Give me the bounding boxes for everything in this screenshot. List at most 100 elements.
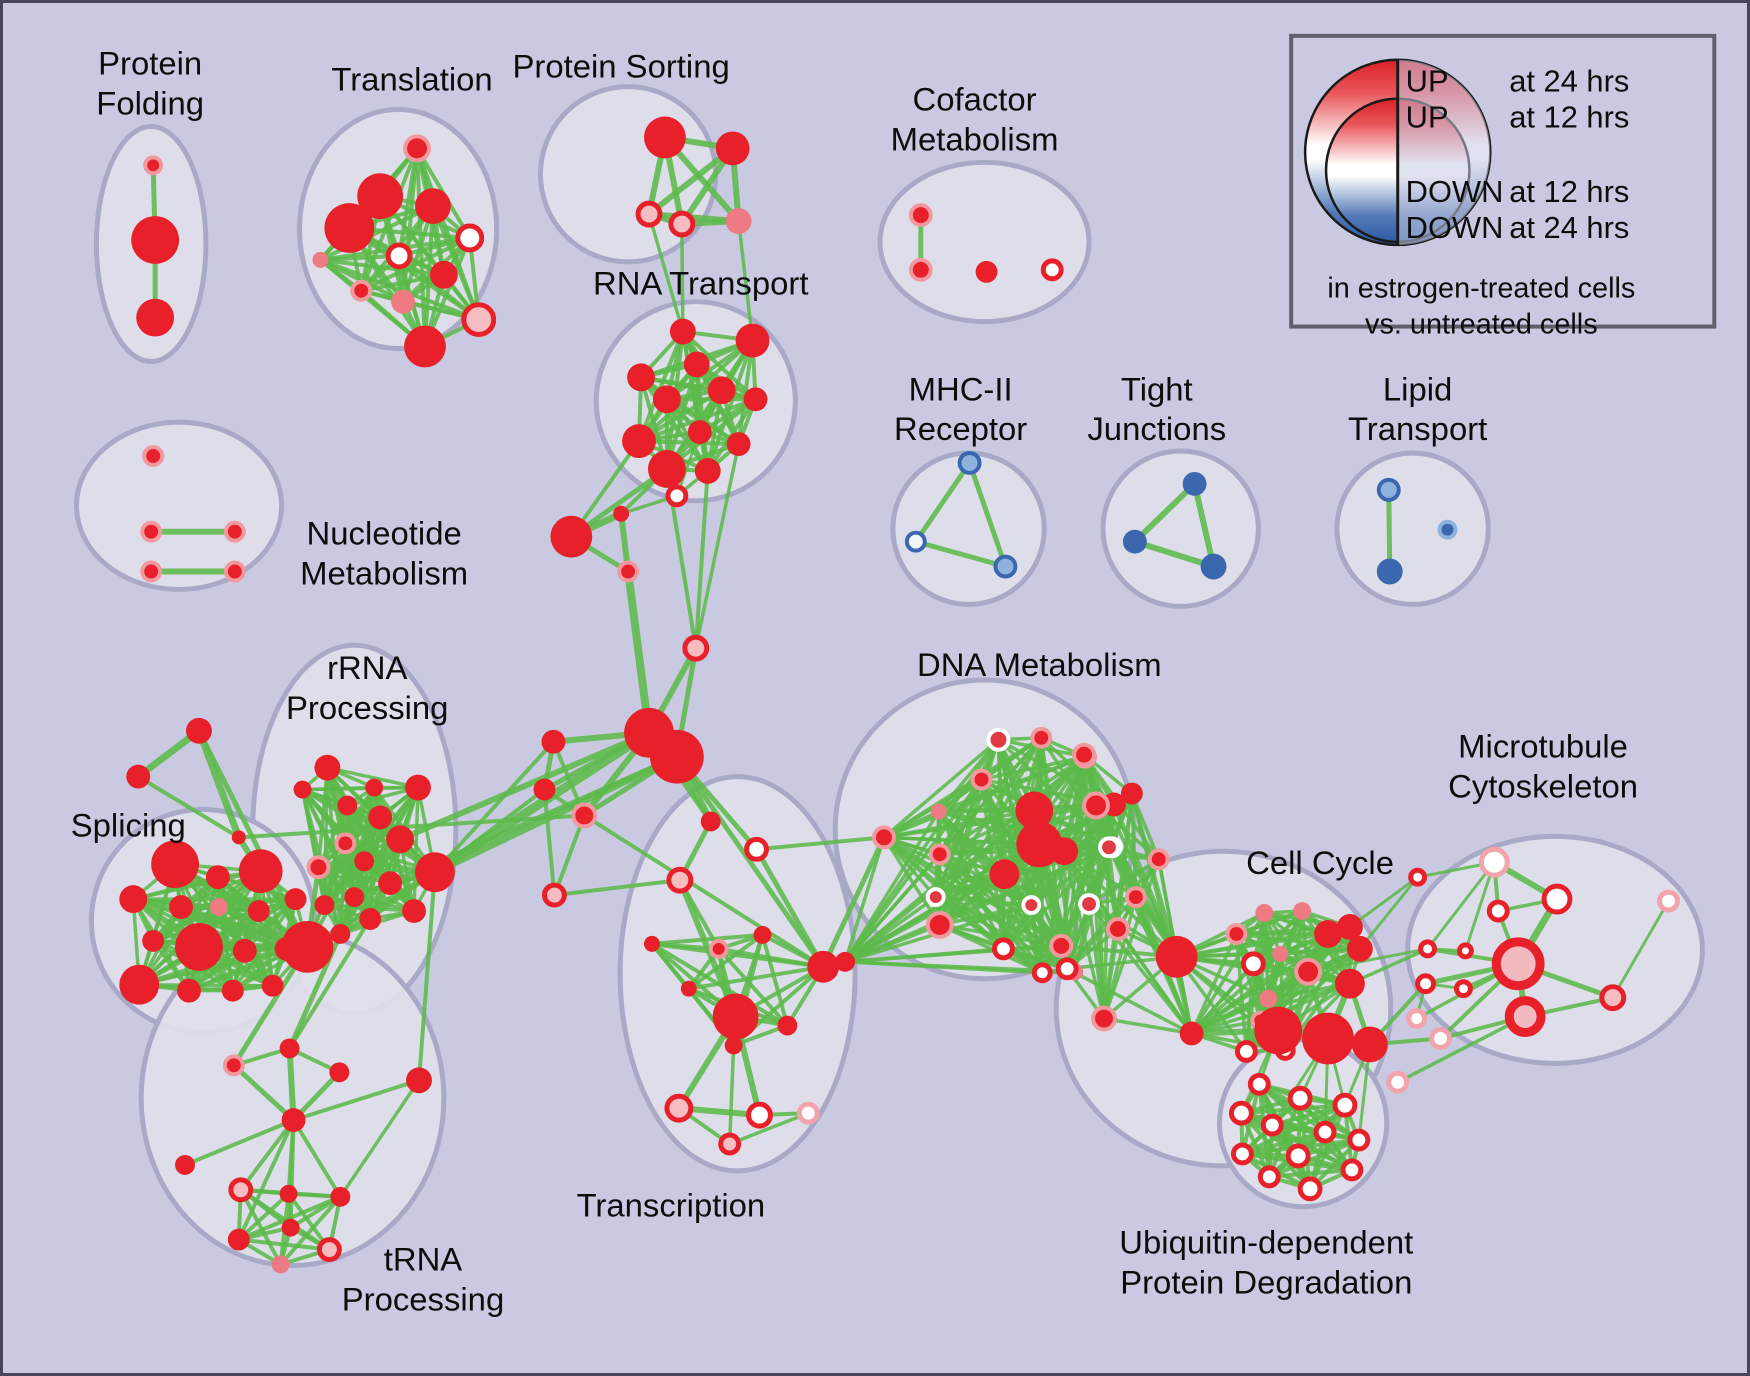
network-edge [238,1187,283,1267]
network-node [1429,1027,1452,1050]
network-node [386,825,415,854]
network-node [461,302,497,338]
network-node [1453,979,1473,999]
network-edge [432,739,556,875]
legend-time-label: at 24 hrs [1509,64,1629,99]
legend-direction-label: DOWN [1406,210,1504,245]
network-edge [637,329,685,444]
network-node [1340,1158,1364,1182]
network-edge [1426,860,1496,951]
network-node [140,520,163,543]
network-node [533,778,556,801]
network-edge [1102,1016,1194,1036]
network-node [405,774,431,801]
network-node [872,825,896,850]
network-node [261,974,284,997]
network-node [1031,962,1053,984]
cluster-label-mhc-ii-receptor: MHC-II [909,370,1013,407]
network-edge [1251,947,1362,966]
cluster-label-mhc-ii-receptor: Receptor [894,410,1027,447]
network-node [1599,984,1627,1012]
network-node [1030,726,1053,749]
network-node [1294,957,1323,986]
network-node [991,937,1015,961]
network-node [928,843,951,866]
cluster-label-protein-folding: Protein [98,45,202,82]
network-node [1182,471,1207,496]
network-edge [1189,962,1256,1036]
network-node [350,279,373,302]
network-edge [624,567,653,737]
network-node [1486,899,1510,923]
network-node [1376,558,1403,585]
network-node [1332,1092,1358,1118]
network-edge [287,916,373,1051]
network-edge [1244,962,1256,1054]
network-node [777,1015,798,1036]
network-node [908,257,933,282]
network-node [281,920,334,973]
cluster-label-ubiquitin-degradation: Ubiquitin-dependent [1119,1224,1413,1261]
network-node [715,131,750,166]
network-node [140,560,163,583]
network-node [391,289,416,314]
network-edge [843,947,1006,964]
network-edge [1234,909,1304,936]
network-node [1015,791,1054,830]
network-node [1082,791,1110,820]
network-edge [136,774,241,840]
network-node [1200,553,1227,580]
cluster-label-dna-metabolism: DNA Metabolism [917,646,1162,683]
network-node [986,727,1011,752]
network-node [1351,1026,1388,1063]
legend-direction-label: UP [1406,64,1449,99]
network-edge [1395,1014,1527,1085]
network-node [1255,904,1274,922]
network-node [1302,1012,1354,1065]
network-node [227,1228,250,1251]
network-node [1078,893,1101,916]
network-edge [843,835,886,964]
network-node [359,908,382,930]
network-edge [1348,875,1420,929]
network-node [209,898,228,917]
cluster-bubble-cofactor-metabolism [877,159,1092,325]
network-edge [1065,967,1194,1036]
network-node [1254,1006,1303,1055]
network-node [429,260,458,289]
network-node [1072,742,1097,767]
network-edge [1062,849,1106,1021]
network-node [279,1038,300,1059]
network-node [669,318,696,345]
network-edge [1131,538,1217,570]
network-edge [1130,791,1194,1036]
network-node [222,1054,245,1077]
network-edge [300,785,420,792]
cluster-label-protein-sorting: Protein Sorting [512,48,729,85]
network-node [571,802,598,829]
network-node [617,560,640,583]
network-node [743,387,768,412]
network-node [1336,914,1363,940]
network-node [314,754,341,781]
cluster-label-rrna-processing: rRNA [327,649,407,686]
network-edge [1611,899,1671,1000]
network-edge [318,257,481,322]
network-edge [291,1118,343,1199]
network-node [1098,836,1120,859]
network-edge [843,809,941,964]
network-edge [1234,932,1352,986]
network-node [904,530,927,553]
network-node [368,805,393,830]
network-edge [933,895,1034,907]
network-node [312,251,329,268]
network-node [700,811,721,832]
network-edge [843,895,938,964]
network-node [136,298,175,337]
network-node [415,188,451,225]
network-edge [1386,487,1393,574]
network-node [142,929,165,952]
network-node [550,515,593,558]
network-edge [318,257,446,277]
network-edge [137,875,220,987]
